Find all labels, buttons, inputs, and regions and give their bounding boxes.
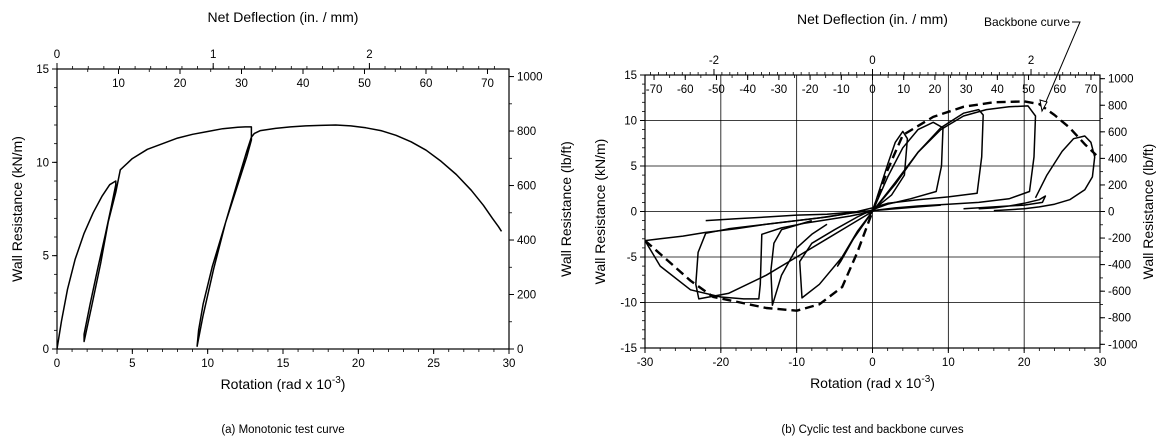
top-mm-tick-label: 30 (235, 78, 248, 90)
top-mm-tick-label: 70 (481, 78, 494, 90)
y-axis-title: Wall Resistance (kN/m) (9, 136, 25, 282)
top-mm-tick-label: -50 (708, 84, 725, 96)
top-mm-tick-label: 30 (960, 84, 973, 96)
x-tick-label: 0 (869, 357, 875, 369)
x-tick-label: 0 (54, 358, 60, 370)
chart-caption: (b) Cyclic test and backbone curves (781, 424, 963, 436)
series-line (770, 219, 828, 306)
x-tick-label: -20 (713, 357, 730, 369)
annotation-leader (1041, 21, 1081, 112)
top-mm-tick-label: 10 (897, 84, 910, 96)
top-in-tick-label: -2 (709, 55, 719, 67)
top-in-tick-label: 0 (869, 55, 875, 67)
top-mm-tick-label: 70 (1085, 84, 1098, 96)
series-line (57, 124, 503, 349)
right-tick-label: 200 (517, 290, 536, 302)
top-mm-tick-label: -20 (802, 84, 819, 96)
y-tick-label: -5 (627, 252, 637, 264)
x-tick-label: 20 (1018, 357, 1031, 369)
x-tick-label: 5 (129, 358, 135, 370)
top-mm-tick-label: 60 (1053, 84, 1066, 96)
series-line (798, 121, 944, 299)
right-tick-label: 0 (517, 344, 523, 356)
right-tick-label: -1000 (1108, 339, 1137, 351)
y-tick-label: 0 (631, 207, 637, 219)
top-axis-title: Net Deflection (in. / mm) (208, 9, 359, 25)
top-mm-tick-label: 40 (991, 84, 1004, 96)
y-tick-label: 10 (36, 157, 49, 169)
series-line (695, 108, 984, 300)
top-mm-tick-label: -70 (646, 84, 663, 96)
top-mm-tick-label: 20 (929, 84, 942, 96)
y-tick-label: 10 (624, 116, 637, 128)
y-tick-label: 5 (631, 161, 637, 173)
right-tick-label: 1000 (1108, 74, 1134, 86)
x-tick-label: -10 (788, 357, 805, 369)
right-tick-label: 600 (1108, 127, 1127, 139)
top-mm-tick-label: 0 (869, 84, 875, 96)
y-tick-label: 15 (36, 64, 49, 76)
right-tick-label: -200 (1108, 233, 1131, 245)
chart-caption: (a) Monotonic test curve (221, 424, 344, 436)
x-tick-label: 10 (201, 358, 214, 370)
right-tick-label: 800 (1108, 100, 1127, 112)
y-tick-label: 15 (624, 70, 637, 82)
top-mm-tick-label: -60 (677, 84, 694, 96)
top-mm-tick-label: -10 (833, 84, 850, 96)
x-tick-label: 25 (427, 358, 440, 370)
x-tick-label: 30 (1094, 357, 1107, 369)
right-tick-label: 1000 (517, 72, 543, 84)
right-tick-label: -400 (1108, 260, 1131, 272)
plot-frame (56, 68, 510, 350)
x-axis-title: Rotation (rad x 10-3) (810, 374, 935, 391)
right-tick-label: 400 (517, 235, 536, 247)
backbone-annotation: Backbone curve (984, 15, 1070, 29)
backbone-curve-line (645, 100, 1098, 312)
y-axis-title: Wall Resistance (kN/m) (592, 139, 608, 285)
top-in-tick-label: 0 (54, 49, 60, 61)
y-tick-label: 0 (43, 344, 49, 356)
right-axis-title: Wall Resistance (lb/ft) (558, 141, 574, 277)
x-tick-label: 20 (352, 358, 365, 370)
y-tick-label: -10 (620, 298, 637, 310)
top-mm-tick-label: 40 (297, 78, 310, 90)
series-line (645, 105, 1037, 300)
annotation-arrowhead (1039, 99, 1048, 113)
top-mm-tick-label: 50 (1022, 84, 1035, 96)
x-tick-label: 10 (942, 357, 955, 369)
right-tick-label: 800 (517, 126, 536, 138)
top-mm-tick-label: 10 (112, 78, 125, 90)
series-line (705, 204, 941, 222)
top-mm-tick-label: 60 (420, 78, 433, 90)
y-tick-label: 5 (43, 251, 49, 263)
top-in-tick-label: 2 (1028, 55, 1034, 67)
series-line (993, 135, 1096, 212)
x-tick-label: 30 (503, 358, 516, 370)
top-in-tick-label: 1 (210, 49, 216, 61)
right-tick-label: 0 (1108, 207, 1114, 219)
series-line (963, 195, 1047, 210)
right-tick-label: 400 (1108, 153, 1127, 165)
top-mm-tick-label: -30 (771, 84, 788, 96)
top-mm-tick-label: 50 (358, 78, 371, 90)
chart-cyclic: -30 -20 -10 0 10 20 30-15-10-5051015-1000-800-… (592, 11, 1156, 436)
series-line (836, 130, 909, 267)
right-tick-label: 200 (1108, 180, 1127, 192)
x-axis-title: Rotation (rad x 10-3) (221, 375, 346, 392)
right-tick-label: 600 (517, 181, 536, 193)
top-axis-title: Net Deflection (in. / mm) (797, 11, 948, 27)
right-axis-title: Wall Resistance (lb/ft) (1140, 144, 1156, 280)
top-in-tick-label: 2 (366, 49, 372, 61)
top-mm-tick-label: -40 (739, 84, 756, 96)
right-tick-label: -600 (1108, 286, 1131, 298)
x-tick-label: 15 (277, 358, 290, 370)
x-tick-label: -30 (637, 357, 654, 369)
top-mm-tick-label: 20 (174, 78, 187, 90)
right-tick-label: -800 (1108, 313, 1131, 325)
y-tick-label: -15 (620, 343, 637, 355)
